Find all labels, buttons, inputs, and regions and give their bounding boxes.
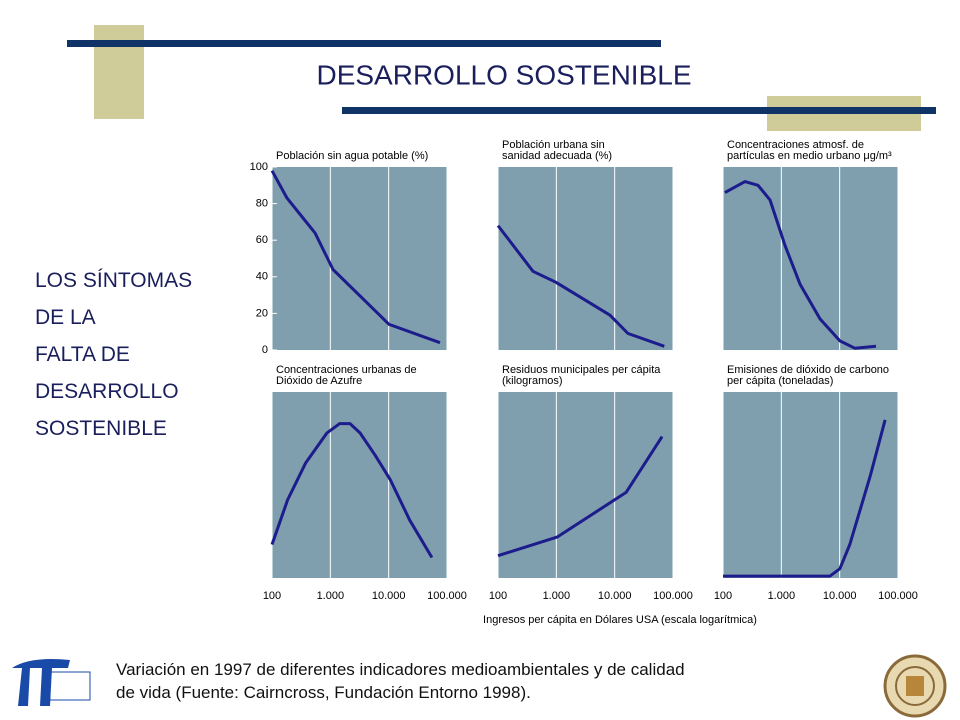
data-line [270,422,434,559]
chart-title: Población urbana sin [502,139,605,151]
chart-title: Residuos municipales per cápita [502,364,661,376]
plot-area [498,167,673,350]
deco-bar [67,40,661,47]
x-tick-label: 100 [714,590,732,602]
x-tick-label: 1.000 [768,590,796,602]
side-line: SOSTENIBLE [35,417,167,440]
y-tick-label: 20 [256,307,268,319]
side-line: DESARROLLO [35,380,179,403]
chart-title: Emisiones de dióxido de carbono [727,364,889,376]
y-tick-label: 60 [256,234,268,246]
logo-left [8,655,103,715]
chart-title: Concentraciones urbanas de [276,364,417,376]
chart-title: partículas en medio urbano μg/m³ [727,150,892,162]
plot-area [272,392,447,578]
caption-line: de vida (Fuente: Cairncross, Fundación E… [116,683,531,702]
chart-title: Dióxido de Azufre [276,375,362,387]
side-line: DE LA [35,306,96,329]
caption: Variación en 1997 de diferentes indicado… [116,658,685,704]
caption-line: Variación en 1997 de diferentes indicado… [116,660,685,679]
data-line [724,180,877,350]
deco-bar [342,107,936,114]
x-axis-note: Ingresos per cápita en Dólares USA (esca… [483,614,757,626]
plot-area [498,392,673,578]
data-line [497,435,664,558]
x-tick-label: 10.000 [372,590,406,602]
x-tick-label: 1.000 [543,590,571,602]
chart-title: (kilogramos) [502,375,563,387]
plot-area [723,167,898,350]
x-tick-label: 100.000 [653,590,693,602]
chart-title: Población sin agua potable (%) [276,150,428,162]
y-tick-label: 100 [250,161,268,173]
data-line [723,419,887,578]
side-line: LOS SÍNTOMAS [35,269,193,292]
y-tick-label: 0 [262,344,268,356]
slide-title: DESARROLLO SOSTENIBLE [316,59,691,90]
x-tick-label: 1.000 [317,590,345,602]
side-line: FALTA DE [35,343,130,366]
chart-title: Concentraciones atmosf. de [727,139,864,151]
plot-area [272,167,447,350]
data-line [496,224,665,348]
logo-right [883,654,947,718]
deco-square [94,25,144,119]
side-text: LOS SÍNTOMAS DE LA FALTA DE DESARROLLO S… [35,262,192,447]
x-tick-label: 10.000 [823,590,857,602]
x-tick-label: 10.000 [598,590,632,602]
y-tick-label: 80 [256,198,268,210]
data-line [270,169,441,345]
x-tick-label: 100 [263,590,281,602]
plot-area [723,392,898,578]
x-tick-label: 100.000 [427,590,467,602]
chart-title: sanidad adecuada (%) [502,150,612,162]
chart-title: per cápita (toneladas) [727,375,833,387]
x-tick-label: 100.000 [878,590,918,602]
y-tick-label: 40 [256,271,268,283]
x-tick-label: 100 [489,590,507,602]
